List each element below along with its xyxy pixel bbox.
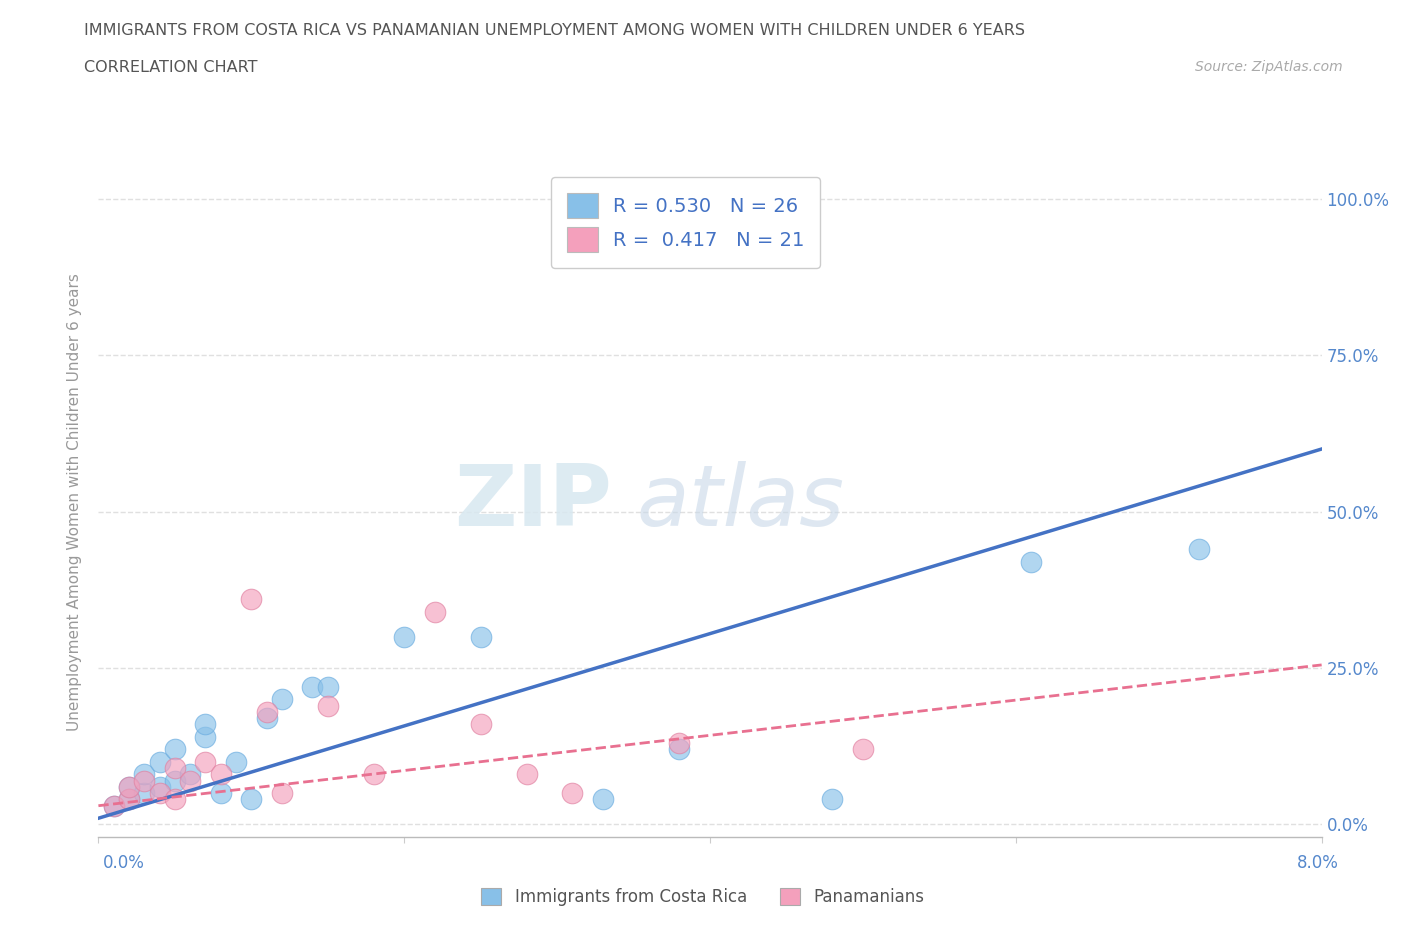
Point (392, 630, 416, 644)
Point (821, 792, 844, 807)
Point (470, 630, 492, 644)
Point (163, 742, 186, 757)
Point (470, 717, 492, 732)
Point (209, 767, 232, 782)
Point (134, 773, 156, 788)
Legend: Immigrants from Costa Rica, Panamanians: Immigrants from Costa Rica, Panamanians (475, 881, 931, 912)
Text: Source: ZipAtlas.com: Source: ZipAtlas.com (1195, 60, 1343, 74)
Point (256, 711, 278, 725)
Y-axis label: Unemployment Among Women with Children Under 6 years: Unemployment Among Women with Children U… (67, 273, 83, 731)
Point (179, 767, 201, 782)
Point (668, 742, 690, 757)
Text: CORRELATION CHART: CORRELATION CHART (84, 60, 257, 75)
Legend: R = 0.530   N = 26, R =  0.417   N = 21: R = 0.530 N = 26, R = 0.417 N = 21 (551, 177, 820, 268)
Text: atlas: atlas (637, 460, 845, 544)
Point (118, 779, 141, 794)
Point (149, 754, 172, 769)
Point (516, 767, 538, 782)
Point (852, 742, 875, 757)
Point (194, 729, 217, 744)
Point (209, 786, 232, 801)
Point (423, 604, 446, 619)
Point (103, 798, 125, 813)
Point (256, 704, 278, 719)
Point (270, 692, 294, 707)
Point (240, 591, 263, 606)
Point (134, 767, 156, 782)
Point (561, 786, 583, 801)
Point (118, 792, 141, 807)
Point (240, 792, 263, 807)
Point (118, 792, 141, 807)
Point (316, 680, 339, 695)
Point (163, 761, 186, 776)
Text: ZIP: ZIP (454, 460, 612, 544)
Point (163, 792, 186, 807)
Point (194, 717, 217, 732)
Point (149, 779, 172, 794)
Text: 8.0%: 8.0% (1296, 854, 1339, 871)
Point (1019, 554, 1042, 569)
Point (592, 792, 614, 807)
Point (225, 754, 247, 769)
Point (1188, 541, 1211, 556)
Point (118, 779, 141, 794)
Point (194, 754, 217, 769)
Point (149, 786, 172, 801)
Text: IMMIGRANTS FROM COSTA RICA VS PANAMANIAN UNEMPLOYMENT AMONG WOMEN WITH CHILDREN : IMMIGRANTS FROM COSTA RICA VS PANAMANIAN… (84, 23, 1025, 38)
Text: 0.0%: 0.0% (103, 854, 145, 871)
Point (668, 736, 690, 751)
Point (134, 786, 156, 801)
Point (103, 798, 125, 813)
Point (163, 773, 186, 788)
Point (301, 680, 323, 695)
Point (179, 773, 201, 788)
Point (316, 698, 339, 713)
Point (270, 786, 294, 801)
Point (363, 767, 385, 782)
